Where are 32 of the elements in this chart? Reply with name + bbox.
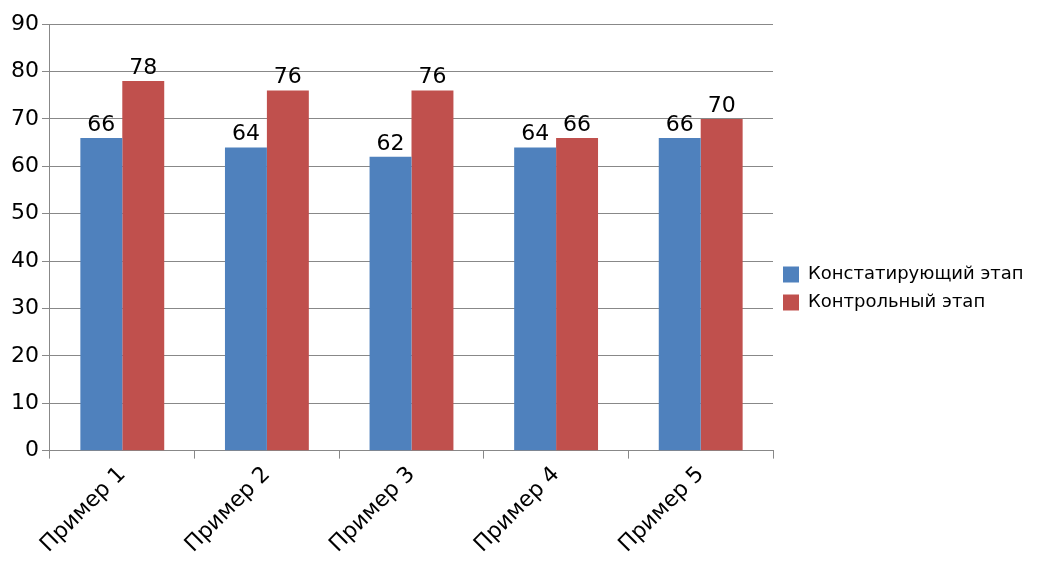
legend-label: Контрольный этап (808, 290, 986, 312)
bar (658, 137, 701, 451)
data-label: 70 (707, 91, 736, 117)
data-label: 64 (521, 120, 550, 146)
bar (700, 118, 743, 451)
bar (122, 81, 165, 451)
bar (80, 137, 123, 451)
data-label: 76 (418, 63, 447, 89)
y-tick-label: 80 (10, 57, 39, 83)
bar (556, 137, 599, 451)
y-tick-label: 0 (24, 436, 39, 462)
legend-label: Констатирующий этап (808, 262, 1024, 284)
y-tick-label: 60 (10, 152, 39, 178)
data-label: 66 (665, 110, 694, 136)
data-label: 78 (129, 53, 158, 79)
bar (514, 147, 557, 451)
y-tick-label: 50 (10, 199, 39, 225)
data-label: 76 (273, 63, 302, 89)
bar (411, 90, 454, 451)
bar (266, 90, 309, 451)
y-tick-label: 40 (10, 246, 39, 272)
y-tick-label: 30 (10, 294, 39, 320)
data-label: 64 (231, 120, 260, 146)
y-tick-label: 10 (10, 388, 39, 414)
y-tick-label: 20 (10, 341, 39, 367)
data-label: 66 (87, 110, 116, 136)
y-tick-label: 90 (10, 9, 39, 35)
data-label: 66 (563, 110, 592, 136)
bar (224, 147, 267, 451)
bar (369, 156, 412, 451)
data-label: 62 (376, 129, 405, 155)
y-tick-label: 70 (10, 104, 39, 130)
